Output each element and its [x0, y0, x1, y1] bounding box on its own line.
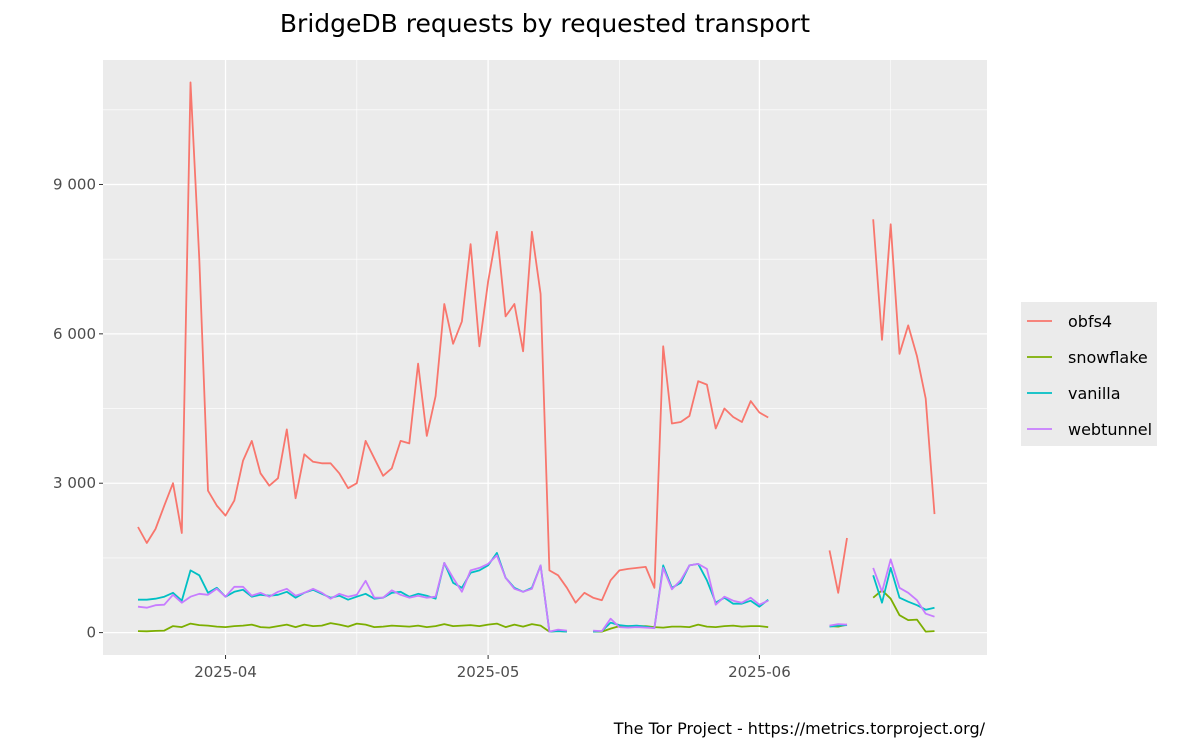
- plot-panel: [103, 60, 987, 655]
- legend: obfs4 snowflake vanilla webtunnel: [1021, 302, 1157, 446]
- x-axis: 2025-04 2025-05 2025-06: [194, 655, 791, 681]
- major-gridlines: [103, 60, 987, 655]
- series-line-vanilla: [593, 563, 769, 633]
- series-line-webtunnel: [829, 623, 848, 627]
- series-line-obfs4: [137, 81, 769, 604]
- y-tick-label: 3 000: [53, 474, 96, 492]
- y-tick-label: 9 000: [53, 175, 96, 193]
- series-line-snowflake: [872, 589, 935, 633]
- series-line-snowflake: [137, 622, 567, 633]
- series-line-webtunnel: [872, 558, 935, 618]
- series-line-obfs4: [828, 537, 848, 594]
- x-tick-label: 2025-06: [728, 663, 791, 681]
- y-tick-label: 6 000: [53, 325, 96, 343]
- legend-background: [1021, 302, 1157, 446]
- legend-label-snowflake: snowflake: [1068, 348, 1148, 367]
- legend-label-webtunnel: webtunnel: [1068, 420, 1152, 439]
- legend-label-vanilla: vanilla: [1068, 384, 1121, 403]
- series-line-vanilla: [872, 567, 935, 611]
- minor-gridlines: [103, 60, 987, 655]
- series-line-webtunnel: [137, 554, 568, 633]
- series-lines: [137, 81, 936, 633]
- y-tick-label: 0: [86, 624, 96, 642]
- chart-caption: The Tor Project - https://metrics.torpro…: [613, 719, 986, 738]
- series-line-obfs4: [872, 219, 936, 515]
- chart-title: BridgeDB requests by requested transport: [280, 9, 810, 38]
- x-tick-label: 2025-05: [457, 663, 520, 681]
- series-line-webtunnel: [593, 563, 769, 632]
- legend-label-obfs4: obfs4: [1068, 312, 1112, 331]
- y-axis: 0 3 000 6 000 9 000: [53, 175, 103, 642]
- series-line-vanilla: [138, 552, 567, 633]
- x-tick-label: 2025-04: [194, 663, 257, 681]
